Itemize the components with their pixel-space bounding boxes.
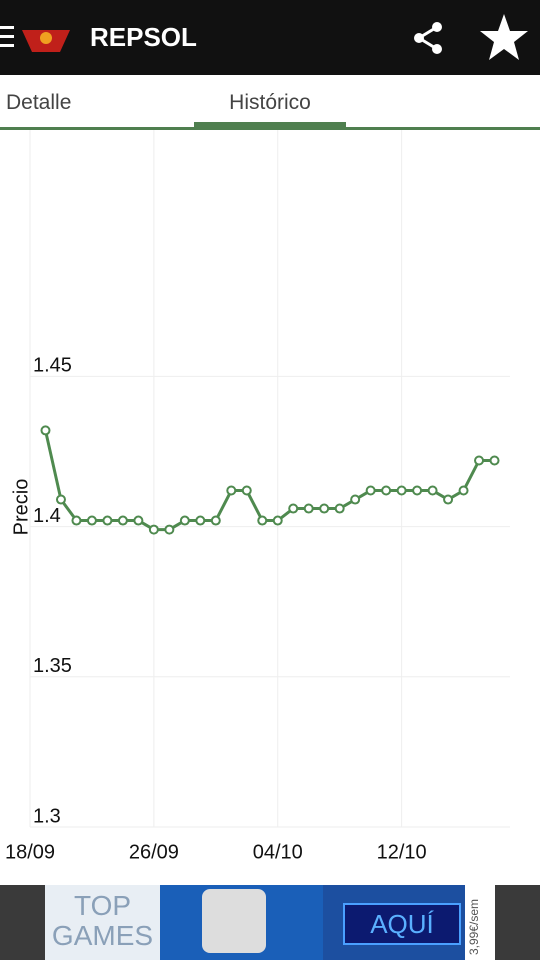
data-point — [412, 485, 423, 496]
data-point — [303, 503, 314, 514]
data-point — [474, 455, 485, 466]
y-tick-label: 1.35 — [33, 655, 72, 677]
y-tick-label: 1.3 — [33, 805, 61, 827]
ad-line: GAMES — [51, 920, 154, 951]
x-tick-label: 12/10 — [377, 841, 427, 863]
ad-line: TOP — [73, 890, 132, 921]
data-point — [319, 503, 330, 514]
ad-text: TOP GAMES — [45, 885, 160, 960]
data-point — [55, 494, 66, 505]
data-point — [241, 485, 252, 496]
share-icon[interactable] — [410, 18, 450, 58]
data-point — [71, 515, 82, 526]
ad-image — [160, 885, 323, 960]
data-point — [288, 503, 299, 514]
data-point — [396, 485, 407, 496]
data-point — [117, 515, 128, 526]
data-point — [350, 494, 361, 505]
data-point — [210, 515, 221, 526]
data-point — [179, 515, 190, 526]
tab[interactable]: Detalle — [6, 91, 72, 114]
data-point — [365, 485, 376, 496]
data-point — [40, 425, 51, 436]
ad-button[interactable]: AQUÍ — [343, 903, 461, 945]
series-line — [44, 430, 495, 532]
data-point — [489, 455, 500, 466]
data-point — [381, 485, 392, 496]
data-point — [164, 524, 175, 535]
data-point — [257, 515, 268, 526]
ad-price: 3,99€/sem — [467, 898, 481, 955]
tab[interactable]: Histórico — [229, 91, 311, 114]
y-tick-label: 1.45 — [33, 355, 72, 377]
chart: Precio 1.3 1.35 1.4 1.45 18/09 26/09 04/10 12/1… — [5, 130, 510, 863]
app-icon[interactable] — [0, 0, 80, 75]
y-tick-label: 1.4 — [33, 505, 61, 527]
y-axis-label: Precio — [10, 479, 32, 536]
data-point — [148, 524, 159, 535]
ad-price-box: 3,99€/sem — [465, 885, 495, 960]
x-tick-label: 26/09 — [129, 841, 179, 863]
x-tick-label: 04/10 — [253, 841, 303, 863]
data-point — [458, 485, 469, 496]
ad-banner[interactable]: TOP GAMES AQUÍ 3,99€/sem — [0, 885, 540, 960]
app-bar: REPSOL — [0, 0, 540, 75]
data-point — [427, 485, 438, 496]
app-title: REPSOL — [90, 22, 197, 52]
ad-panel: AQUÍ — [323, 885, 465, 960]
data-point — [133, 515, 144, 526]
tab-indicator — [194, 122, 346, 128]
data-point — [334, 503, 345, 514]
data-point — [226, 485, 237, 496]
star-icon[interactable] — [476, 10, 532, 66]
data-point — [443, 494, 454, 505]
x-tick-label: 18/09 — [5, 841, 55, 863]
data-point — [86, 515, 97, 526]
data-point — [102, 515, 113, 526]
data-point — [195, 515, 206, 526]
tab-bar: Detalle Histórico — [0, 75, 540, 130]
data-point — [272, 515, 283, 526]
